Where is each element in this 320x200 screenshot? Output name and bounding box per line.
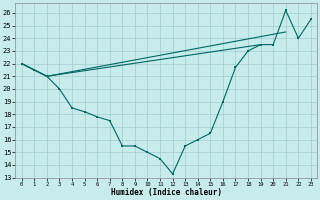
X-axis label: Humidex (Indice chaleur): Humidex (Indice chaleur) — [111, 188, 222, 197]
